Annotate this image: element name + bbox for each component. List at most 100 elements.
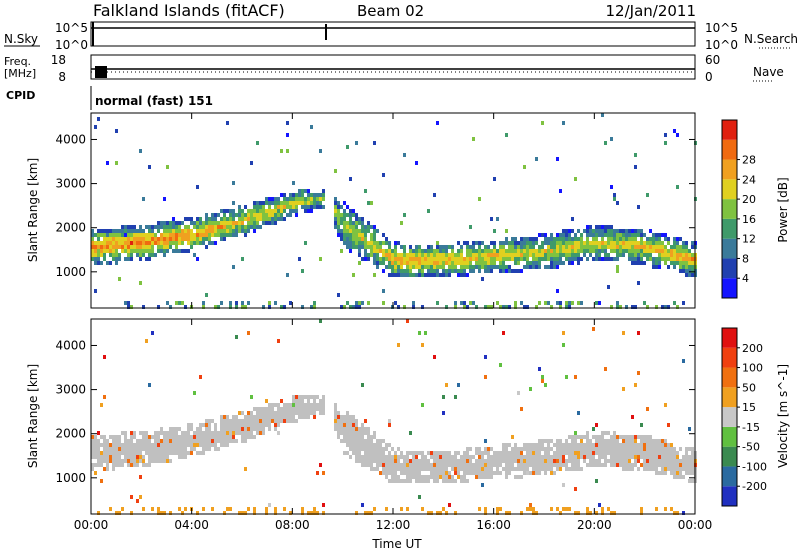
echo-cell: [355, 419, 358, 423]
echo-cell: [388, 273, 391, 277]
echo-cell: [427, 273, 430, 277]
echo-cell: [568, 245, 571, 249]
echo-cell: [199, 217, 202, 221]
echo-cell: [688, 265, 691, 269]
echo-cell: [412, 463, 415, 467]
echo-cell: [310, 411, 313, 415]
echo-cell: [409, 475, 412, 479]
echo-cell: [640, 455, 643, 459]
echo-cell: [187, 435, 190, 439]
echo-cell: [166, 439, 169, 443]
echo-cell: [559, 305, 562, 309]
echo-cell: [640, 439, 643, 443]
echo-cell: [313, 507, 316, 511]
echo-cell: [634, 241, 637, 245]
echo-cell: [682, 245, 685, 249]
echo-cell: [301, 205, 304, 209]
echo-cell: [439, 253, 442, 257]
echo-cell: [646, 435, 649, 439]
echo-cell: [106, 447, 109, 451]
echo-cell: [658, 233, 661, 237]
echo-cell: [436, 261, 439, 265]
echo-cell: [142, 229, 145, 233]
echo-cell: [634, 463, 637, 467]
echo-cell: [115, 447, 118, 451]
echo-cell: [373, 225, 376, 229]
echo-cell: [403, 463, 406, 467]
echo-cell: [577, 241, 580, 245]
echo-cell: [184, 447, 187, 451]
echo-cell: [445, 455, 448, 459]
echo-cell: [550, 463, 553, 467]
echo-cell: [310, 305, 313, 309]
echo-cell: [604, 257, 607, 261]
echo-cell: [142, 443, 145, 447]
echo-cell: [490, 447, 493, 451]
echo-cell: [631, 257, 634, 261]
echo-cell: [352, 221, 355, 225]
echo-cell: [166, 165, 169, 169]
echo-cell: [604, 431, 607, 435]
echo-cell: [289, 419, 292, 423]
echo-cell: [265, 201, 268, 205]
echo-cell: [127, 241, 130, 245]
echo-cell: [685, 273, 688, 277]
echo-cell: [118, 253, 121, 257]
echo-cell: [244, 467, 247, 471]
echo-cell: [409, 431, 412, 435]
echo-cell: [94, 435, 97, 439]
echo-cell: [490, 249, 493, 253]
echo-cell: [364, 225, 367, 229]
echo-cell: [565, 237, 568, 241]
echo-cell: [532, 463, 535, 467]
echo-cell: [361, 435, 364, 439]
echo-cell: [580, 443, 583, 447]
echo-cell: [568, 435, 571, 439]
echo-cell: [478, 475, 481, 479]
echo-cell: [310, 395, 313, 399]
echo-cell: [544, 471, 547, 475]
echo-cell: [112, 443, 115, 447]
echo-cell: [664, 261, 667, 265]
echo-cell: [241, 217, 244, 221]
echo-cell: [127, 253, 130, 257]
echo-cell: [517, 391, 520, 395]
echo-cell: [154, 443, 157, 447]
echo-cell: [631, 451, 634, 455]
echo-cell: [559, 261, 562, 265]
echo-cell: [94, 245, 97, 249]
echo-cell: [658, 451, 661, 455]
echo-cell: [667, 253, 670, 257]
echo-cell: [529, 451, 532, 455]
echo-cell: [634, 233, 637, 237]
echo-cell: [130, 229, 133, 233]
echo-cell: [136, 249, 139, 253]
echo-cell: [409, 459, 412, 463]
echo-cell: [589, 451, 592, 455]
echo-cell: [607, 285, 610, 289]
echo-cell: [163, 197, 166, 201]
echo-cell: [136, 241, 139, 245]
echo-cell: [160, 447, 163, 451]
echo-cell: [541, 249, 544, 253]
echo-cell: [364, 229, 367, 233]
echo-cell: [673, 301, 676, 305]
echo-cell: [280, 149, 283, 153]
echo-cell: [430, 471, 433, 475]
colorbar-tick-label: -50: [742, 441, 760, 454]
echo-cell: [121, 229, 124, 233]
echo-cell: [610, 451, 613, 455]
echo-cell: [661, 439, 664, 443]
echo-cell: [499, 249, 502, 253]
echo-cell: [550, 455, 553, 459]
echo-cell: [400, 455, 403, 459]
echo-cell: [676, 249, 679, 253]
echo-cell: [436, 463, 439, 467]
echo-cell: [586, 455, 589, 459]
echo-cell: [496, 265, 499, 269]
echo-cell: [505, 253, 508, 257]
echo-cell: [487, 257, 490, 261]
echo-cell: [571, 237, 574, 241]
echo-cell: [517, 467, 520, 471]
echo-cell: [274, 197, 277, 201]
